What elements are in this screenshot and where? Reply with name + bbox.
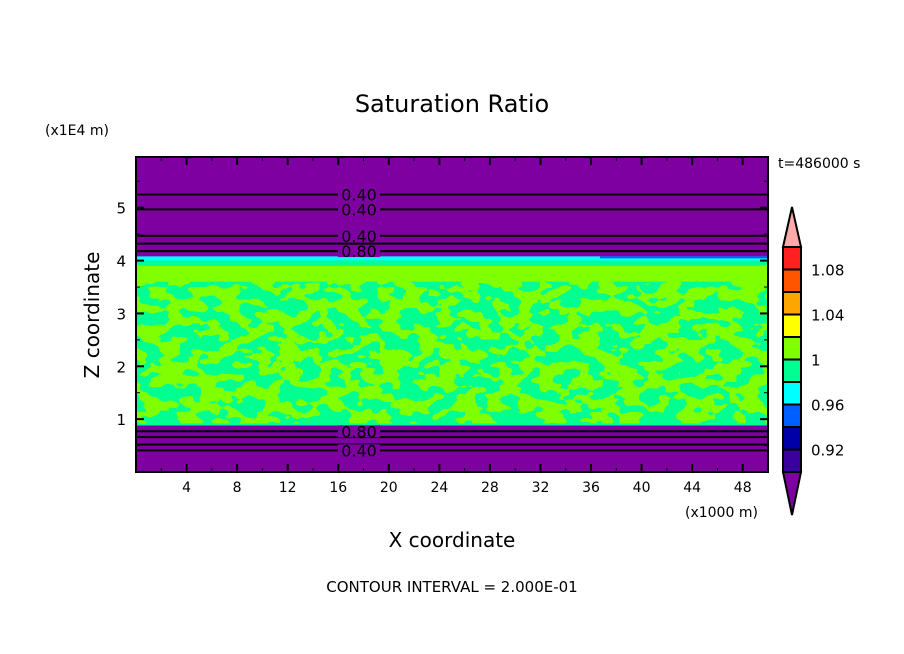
x-tick-label: 40 bbox=[633, 480, 651, 496]
colorbar-tick-label: 0.96 bbox=[811, 397, 844, 415]
contour-label-bg bbox=[338, 245, 380, 258]
colorbar-tick-label: 0.92 bbox=[811, 442, 844, 460]
colorbar-under-triangle bbox=[781, 471, 803, 516]
x-tick-label: 32 bbox=[532, 480, 550, 496]
time-label: t=486000 s bbox=[778, 156, 860, 172]
plot-area: 0.400.400.400.800.800.40 bbox=[136, 157, 768, 472]
x-tick-label: 4 bbox=[182, 480, 191, 496]
colorbar-tick-label: 1 bbox=[811, 352, 821, 370]
x-tick-label: 28 bbox=[481, 480, 499, 496]
colorbar-swatch bbox=[782, 448, 802, 473]
x-unit-label: (x1000 m) bbox=[685, 505, 758, 521]
contour-label-bg bbox=[338, 229, 380, 242]
y-tick-label: 2 bbox=[116, 358, 126, 376]
contour-region bbox=[136, 281, 768, 424]
contour-interval-label: CONTOUR INTERVAL = 2.000E-01 bbox=[326, 578, 577, 596]
colorbar: 0.92 0.96 1 1.04 1.08 bbox=[781, 206, 844, 516]
contour-region bbox=[136, 265, 768, 282]
contour-label-bg bbox=[338, 188, 380, 201]
contour-label: 0.40 bbox=[341, 441, 377, 460]
y-tick-label: 5 bbox=[116, 200, 126, 218]
y-axis-label: Z coordinate bbox=[80, 252, 104, 379]
contour-region bbox=[136, 423, 768, 426]
x-tick-label: 20 bbox=[380, 480, 398, 496]
y-tick-label: 1 bbox=[116, 411, 126, 429]
y-unit-label: (x1E4 m) bbox=[45, 123, 109, 139]
colorbar-swatch bbox=[782, 336, 802, 361]
x-tick-label: 12 bbox=[279, 480, 297, 496]
y-tick-label: 3 bbox=[116, 305, 126, 323]
colorbar-swatch bbox=[782, 291, 802, 316]
colorbar-swatch bbox=[782, 381, 802, 406]
x-tick-label: 36 bbox=[582, 480, 600, 496]
contour-label: 0.40 bbox=[341, 186, 377, 205]
x-tick-label: 44 bbox=[683, 480, 701, 496]
contour-label: 0.80 bbox=[341, 242, 377, 261]
colorbar-swatch bbox=[782, 313, 802, 338]
colorbar-swatch bbox=[782, 358, 802, 383]
colorbar-swatch bbox=[782, 268, 802, 293]
colorbar-over-triangle bbox=[781, 206, 803, 248]
chart-title: Saturation Ratio bbox=[355, 90, 549, 118]
colorbar-swatch bbox=[782, 246, 802, 271]
x-tick-label: 24 bbox=[430, 480, 448, 496]
x-tick-label: 48 bbox=[734, 480, 752, 496]
contour-label: 0.80 bbox=[341, 422, 377, 441]
contour-label: 0.40 bbox=[341, 227, 377, 246]
contour-label: 0.40 bbox=[341, 200, 377, 219]
plot-frame bbox=[135, 156, 769, 473]
contour-label-bg bbox=[338, 425, 380, 438]
x-tick-label: 16 bbox=[329, 480, 347, 496]
y-tick-label: 4 bbox=[116, 253, 126, 271]
contour-label-bg bbox=[338, 203, 380, 216]
contour-region-edge bbox=[600, 256, 768, 259]
x-axis-label: X coordinate bbox=[389, 528, 516, 552]
colorbar-swatch bbox=[782, 403, 802, 428]
colorbar-tick-label: 1.08 bbox=[811, 262, 844, 280]
contour-region bbox=[136, 425, 768, 472]
contour-region-edge bbox=[136, 256, 768, 261]
colorbar-tick-label: 1.04 bbox=[811, 307, 844, 325]
contour-region bbox=[136, 157, 768, 258]
x-tick-label: 8 bbox=[233, 480, 242, 496]
contour-region bbox=[136, 257, 768, 266]
contour-label-bg bbox=[338, 444, 380, 457]
colorbar-swatch bbox=[782, 426, 802, 451]
